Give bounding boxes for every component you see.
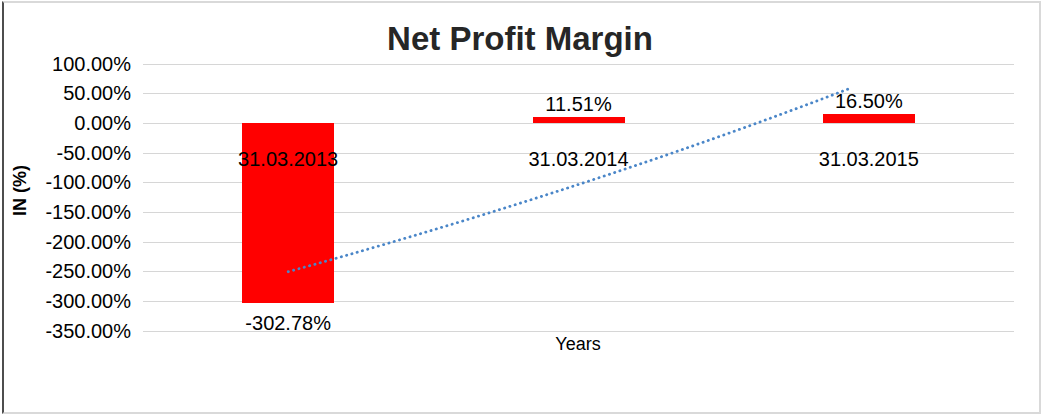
y-axis-tick-label: -350.00% (18, 320, 131, 343)
bar-31.03.2014 (533, 117, 625, 124)
y-axis-tick-label: -200.00% (18, 231, 131, 254)
y-axis-tick-label: -300.00% (18, 290, 131, 313)
category-label: 31.03.2013 (208, 148, 368, 170)
bar-31.03.2015 (823, 114, 915, 124)
y-axis-tick-label: -50.00% (18, 142, 131, 165)
y-axis-tick-label: 100.00% (18, 53, 131, 76)
chart-title: Net Profit Margin (0, 20, 1040, 58)
y-axis-tick-label: -100.00% (18, 171, 131, 194)
x-axis-title: Years (478, 334, 678, 355)
data-label: 11.51% (499, 93, 659, 115)
data-label: -302.78% (208, 312, 368, 334)
data-label: 16.50% (789, 90, 949, 112)
y-axis-tick-label: -150.00% (18, 201, 131, 224)
gridline (143, 64, 1014, 65)
chart-image: Net Profit Margin IN (%) 100.00%50.00%0.… (0, 0, 1054, 416)
y-axis-tick-label: 50.00% (18, 82, 131, 105)
y-axis-tick-label: -250.00% (18, 260, 131, 283)
category-label: 31.03.2014 (499, 148, 659, 170)
y-axis-tick-label: 0.00% (18, 112, 131, 135)
category-label: 31.03.2015 (789, 148, 949, 170)
